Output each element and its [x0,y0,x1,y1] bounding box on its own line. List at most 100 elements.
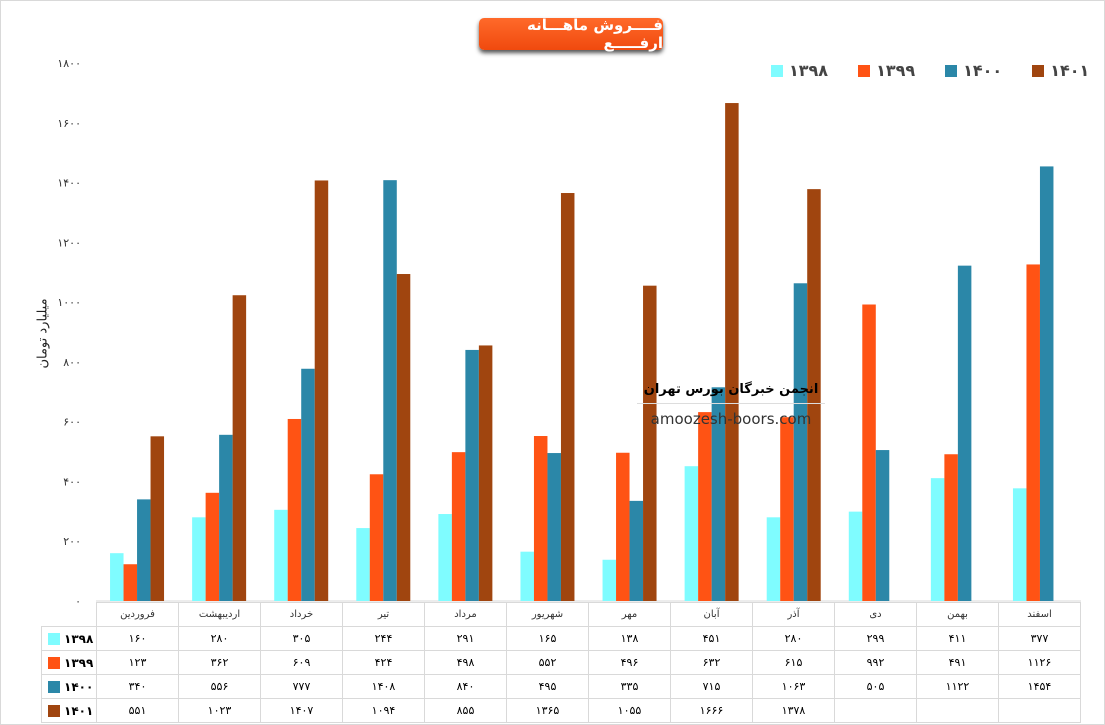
table-row: ۱۳۹۹ ۱۲۳ ۳۶۲ ۶۰۹ ۴۲۴ ۴۹۸ ۵۵۲ ۴۹۶ ۶۳۲ ۶۱۵ ۹۹۲ ۴۹۱ ۱۱۲… [41,650,1081,675]
table-cell: ۴۹۸ [424,650,507,675]
bar [533,436,548,601]
legend-label: ۱۴۰۱ [1050,61,1090,80]
bar [205,492,220,601]
bar [547,453,561,601]
table-cell: ۱۰۶۳ [752,674,835,699]
table-cell: ۸۴۰ [424,674,507,699]
table-header-row: فروردین اردیبهشت خرداد تیر مرداد شهریور مهر آبا… [42,602,1081,627]
category-label: شهریور [506,602,589,627]
table-cell: ۲۸۰ [178,626,261,651]
legend-label: ۱۳۹۸ [789,61,829,80]
bar [616,452,630,601]
bar [698,412,712,601]
category-label: دی [834,602,917,627]
bar [807,189,821,601]
bar [848,511,863,601]
bar [766,517,781,601]
bar [1039,166,1054,601]
table-cell: ۱۱۲۲ [916,674,999,699]
y-tick-label: ۱۸۰۰ [57,57,81,70]
chart-title: فــــروش ماهـــانه ارفـــــع [479,16,663,52]
bar [150,436,165,601]
bar [192,517,206,601]
category-label: مهر [588,602,671,627]
bar [396,274,411,601]
category-label: تیر [342,602,425,627]
bar [465,349,479,601]
table-cell [916,698,999,723]
table-cell: ۳۰۵ [260,626,343,651]
y-tick-label: ۱۰۰۰ [57,296,81,309]
series-label: ۱۳۹۸ [41,626,97,651]
bar [602,559,617,601]
table-cell: ۴۹۱ [916,650,999,675]
bar [110,553,124,601]
table-cell: ۱۳۷۸ [752,698,835,723]
legend-swatch [858,64,871,77]
y-tick-label: ۱۶۰۰ [57,117,81,130]
table-cell [834,698,917,723]
bar [780,417,794,601]
bar [274,509,288,601]
watermark-url: amoozesh-boors.com [650,410,812,428]
series-label: ۱۳۹۹ [41,650,97,675]
y-tick-label: ۰ [75,595,81,608]
legend-item: ۱۳۹۸ [771,61,828,80]
bar [944,454,958,601]
bar [875,450,890,601]
table-cell: ۳۳۵ [588,674,671,699]
category-label: بهمن [916,602,999,627]
y-tick-label: ۲۰۰ [63,535,81,548]
bar [383,180,397,602]
table-row: ۱۳۹۸ ۱۶۰ ۲۸۰ ۳۰۵ ۲۴۴ ۲۹۱ ۱۶۵ ۱۳۸ ۴۵۱ ۲۸۰ ۲۹۹ ۴۱۱ ۳۷۷ [41,626,1081,651]
y-tick-label: ۸۰۰ [63,356,81,369]
y-tick-label: ۱۲۰۰ [57,236,81,249]
bar [520,551,534,601]
bar [643,285,657,601]
table-cell: ۴۹۶ [588,650,671,675]
table-cell: ۵۰۵ [834,674,917,699]
table-cell: ۴۵۱ [670,626,753,651]
series-label: ۱۴۰۰ [41,674,97,699]
table-cell: ۲۹۱ [424,626,507,651]
bar [438,514,452,601]
table-cell: ۳۴۰ [96,674,179,699]
watermark: انجمن خبرگان بورس تهران amoozesh-boors.c… [637,376,825,434]
y-axis-label: میلیارد تومان [35,298,51,369]
bar [1012,488,1027,601]
bar [684,466,699,601]
legend-swatch [945,64,958,77]
y-tick-label: ۱۴۰۰ [57,177,81,190]
table-row: ۱۴۰۱ ۵۵۱ ۱۰۲۳ ۱۴۰۷ ۱۰۹۴ ۸۵۵ ۱۳۶۵ ۱۰۵۵ ۱۶۶۶ ۱۳۷۸ [41,698,1081,723]
category-label: خرداد [260,602,343,627]
table-cell: ۵۵۲ [506,650,589,675]
bar [793,283,808,601]
bar [1026,264,1040,601]
data-table: فروردین اردیبهشت خرداد تیر مرداد شهریور مهر آبا… [41,602,1081,723]
table-cell: ۵۵۱ [96,698,179,723]
table-cell: ۶۱۵ [752,650,835,675]
table-cell: ۱۳۶۵ [506,698,589,723]
bar [725,103,739,601]
bar [930,478,945,601]
table-cell: ۱۶۰ [96,626,179,651]
series-label: ۱۴۰۱ [41,698,97,723]
bar [219,434,233,601]
table-cell: ۵۵۶ [178,674,261,699]
legend-swatch [771,64,783,77]
table-cell: ۱۳۸ [588,626,671,651]
bar [314,180,329,602]
table-cell: ۱۰۲۳ [178,698,261,723]
bar [369,474,384,601]
table-cell: ۱۴۰۷ [260,698,343,723]
table-cell: ۳۷۷ [998,626,1081,651]
table-cell: ۱۴۵۴ [998,674,1081,699]
table-cell: ۱۱۲۶ [998,650,1081,675]
category-label: آبان [670,602,753,627]
table-cell: ۷۷۷ [260,674,343,699]
category-label: فروردین [96,602,179,627]
bar [478,345,493,601]
bar [451,452,466,601]
watermark-text: انجمن خبرگان بورس تهران [637,376,825,404]
